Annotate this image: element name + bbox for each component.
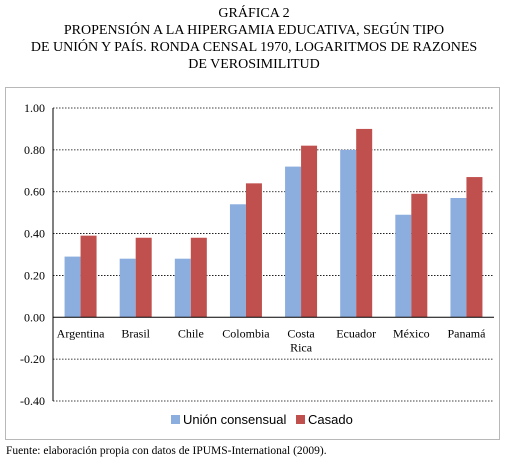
bar-casado (301, 145, 318, 318)
legend-label-casado: Casado (308, 412, 353, 427)
y-tick-label: 0.00 (24, 310, 45, 324)
x-tick-label: Panamá (447, 326, 486, 340)
bar-union-consensual (174, 258, 191, 318)
bar-union-consensual (285, 166, 302, 318)
chart-area: -0.40 -0.20 0.00 0.20 0.40 0.60 0.80 1.00 Argent… (5, 87, 500, 440)
x-tick-label: Costa (287, 326, 315, 340)
legend-swatch-union-consensual (171, 415, 180, 424)
x-tick-label: Ecuador (336, 326, 376, 340)
bar-union-consensual (340, 149, 357, 318)
x-tick-label: Rica (290, 340, 313, 354)
x-tick-label: Colombia (222, 326, 270, 340)
bar-casado (245, 183, 262, 318)
chart-title-line-1: PROPENSIÓN A LA HIPERGAMIA EDUCATIVA, SE… (63, 23, 445, 38)
source-note: Fuente: elaboración propia con datos de … (6, 445, 327, 457)
chart-title-line-3: DE VEROSIMILITUD (188, 57, 320, 72)
x-tick-label: Brasil (121, 326, 150, 340)
bar-casado (190, 237, 207, 318)
figure-number: GRÁFICA 2 (218, 6, 290, 21)
bar-casado (356, 128, 373, 318)
bar-union-consensual (395, 214, 412, 318)
y-tick-label: 0.40 (24, 227, 45, 241)
y-tick-label: -0.40 (20, 394, 45, 408)
legend-swatch-casado (296, 415, 305, 424)
y-tick-label: 0.60 (24, 185, 45, 199)
bar-casado (466, 177, 483, 318)
y-tick-label: 0.80 (24, 143, 45, 157)
bar-chart: -0.40 -0.20 0.00 0.20 0.40 0.60 0.80 1.00 Argent… (20, 101, 494, 427)
legend-label-union-consensual: Unión consensual (183, 412, 286, 427)
y-tick-label: 0.20 (24, 268, 45, 282)
x-tick-label: México (393, 326, 430, 340)
y-tick-label: 1.00 (24, 101, 45, 115)
x-tick-label: Chile (178, 326, 204, 340)
bar-union-consensual (119, 258, 136, 318)
bar-casado (411, 193, 428, 318)
bar-union-consensual (64, 256, 81, 318)
chart-title-line-2: DE UNIÓN Y PAÍS. RONDA CENSAL 1970, LOGA… (30, 40, 478, 55)
bar-union-consensual (450, 197, 467, 318)
bar-union-consensual (229, 204, 246, 318)
bar-casado (135, 237, 152, 318)
x-tick-label: Argentina (57, 326, 105, 340)
bar-casado (80, 235, 97, 318)
y-tick-label: -0.20 (20, 352, 45, 366)
